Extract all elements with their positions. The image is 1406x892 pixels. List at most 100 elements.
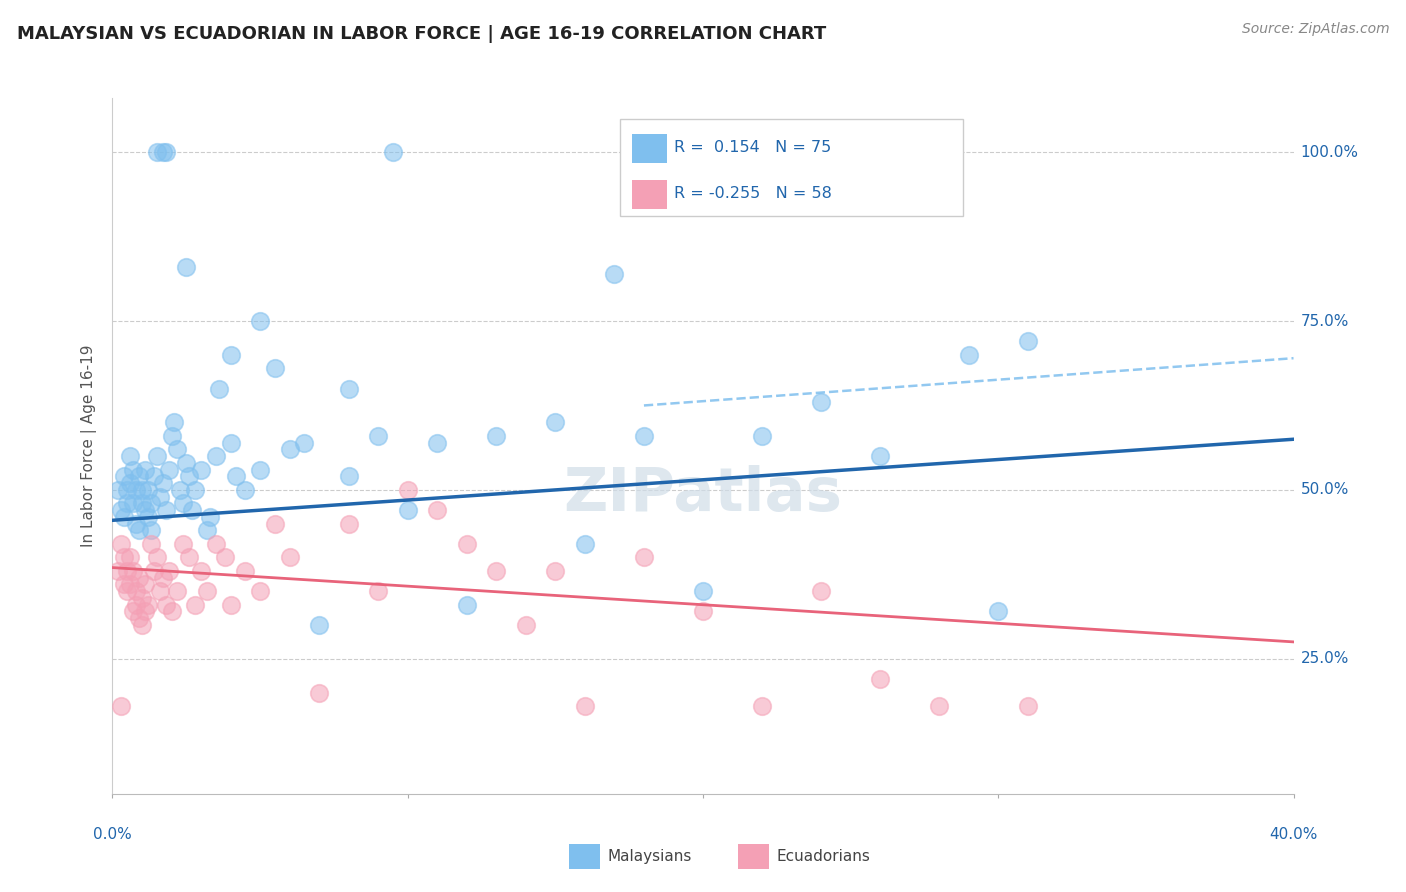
Point <box>131 496 153 510</box>
Point <box>456 537 478 551</box>
Point <box>184 598 207 612</box>
Point <box>308 685 330 699</box>
Point <box>122 463 145 477</box>
Point <box>166 442 188 457</box>
Point <box>134 605 156 619</box>
Point <box>198 510 221 524</box>
Point <box>869 672 891 686</box>
Point <box>120 550 142 565</box>
Point <box>426 435 449 450</box>
Point <box>249 584 271 599</box>
Point <box>172 537 194 551</box>
Text: ZIPatlas: ZIPatlas <box>564 466 842 524</box>
Point <box>160 429 183 443</box>
Text: Source: ZipAtlas.com: Source: ZipAtlas.com <box>1241 22 1389 37</box>
Text: 40.0%: 40.0% <box>1270 827 1317 841</box>
Point <box>603 267 626 281</box>
Point <box>233 564 256 578</box>
Y-axis label: In Labor Force | Age 16-19: In Labor Force | Age 16-19 <box>80 344 97 548</box>
Point <box>692 584 714 599</box>
Point <box>214 550 236 565</box>
Point <box>515 618 537 632</box>
Point <box>146 550 169 565</box>
Point <box>110 699 132 714</box>
Point <box>278 442 301 457</box>
Point <box>928 699 950 714</box>
Point <box>174 260 197 274</box>
Point <box>122 564 145 578</box>
Point <box>128 469 150 483</box>
Point <box>190 564 212 578</box>
Point <box>125 598 148 612</box>
Point <box>225 469 247 483</box>
Point <box>120 449 142 463</box>
Point <box>195 584 218 599</box>
Point <box>157 463 180 477</box>
Point <box>122 496 145 510</box>
Point <box>157 564 180 578</box>
Point <box>426 503 449 517</box>
Point <box>869 449 891 463</box>
Point <box>172 496 194 510</box>
Point <box>112 577 135 591</box>
Point <box>117 496 138 510</box>
Point <box>152 145 174 160</box>
Text: 0.0%: 0.0% <box>93 827 132 841</box>
Point <box>574 537 596 551</box>
Point <box>249 314 271 328</box>
Point <box>152 476 174 491</box>
Point <box>120 577 142 591</box>
Point <box>633 550 655 565</box>
Point <box>125 584 148 599</box>
Point <box>633 429 655 443</box>
Point <box>166 584 188 599</box>
Point <box>264 516 287 531</box>
Point <box>134 503 156 517</box>
Point <box>112 510 135 524</box>
Point <box>152 571 174 585</box>
Text: 100.0%: 100.0% <box>1301 145 1358 160</box>
Text: Malaysians: Malaysians <box>607 849 692 863</box>
Point <box>190 463 212 477</box>
Point <box>396 503 419 517</box>
Text: 75.0%: 75.0% <box>1301 313 1348 328</box>
Text: MALAYSIAN VS ECUADORIAN IN LABOR FORCE | AGE 16-19 CORRELATION CHART: MALAYSIAN VS ECUADORIAN IN LABOR FORCE |… <box>17 25 827 43</box>
Point <box>125 516 148 531</box>
Point <box>149 490 172 504</box>
Point <box>195 524 218 538</box>
Point <box>110 503 132 517</box>
Text: 50.0%: 50.0% <box>1301 483 1348 498</box>
Point <box>117 483 138 497</box>
Point <box>149 584 172 599</box>
Text: R = -0.255   N = 58: R = -0.255 N = 58 <box>673 186 831 201</box>
Point <box>163 415 186 429</box>
Point <box>249 463 271 477</box>
Text: 25.0%: 25.0% <box>1301 651 1348 666</box>
Point <box>179 469 201 483</box>
Point <box>142 469 165 483</box>
Point <box>233 483 256 497</box>
Point <box>957 348 980 362</box>
Point <box>134 577 156 591</box>
Point <box>155 598 177 612</box>
Point <box>155 503 177 517</box>
Point <box>205 449 228 463</box>
Point <box>120 476 142 491</box>
Point <box>131 483 153 497</box>
Point <box>544 415 567 429</box>
Point <box>136 510 159 524</box>
Point <box>292 435 315 450</box>
Point <box>136 483 159 497</box>
Point <box>155 145 177 160</box>
Point <box>810 584 832 599</box>
Point <box>1017 699 1039 714</box>
Point <box>107 483 129 497</box>
Point <box>367 429 389 443</box>
Point <box>110 537 132 551</box>
Point <box>367 584 389 599</box>
Point <box>107 564 129 578</box>
Point <box>219 348 242 362</box>
Point <box>219 598 242 612</box>
Point <box>146 145 169 160</box>
Point <box>337 516 360 531</box>
